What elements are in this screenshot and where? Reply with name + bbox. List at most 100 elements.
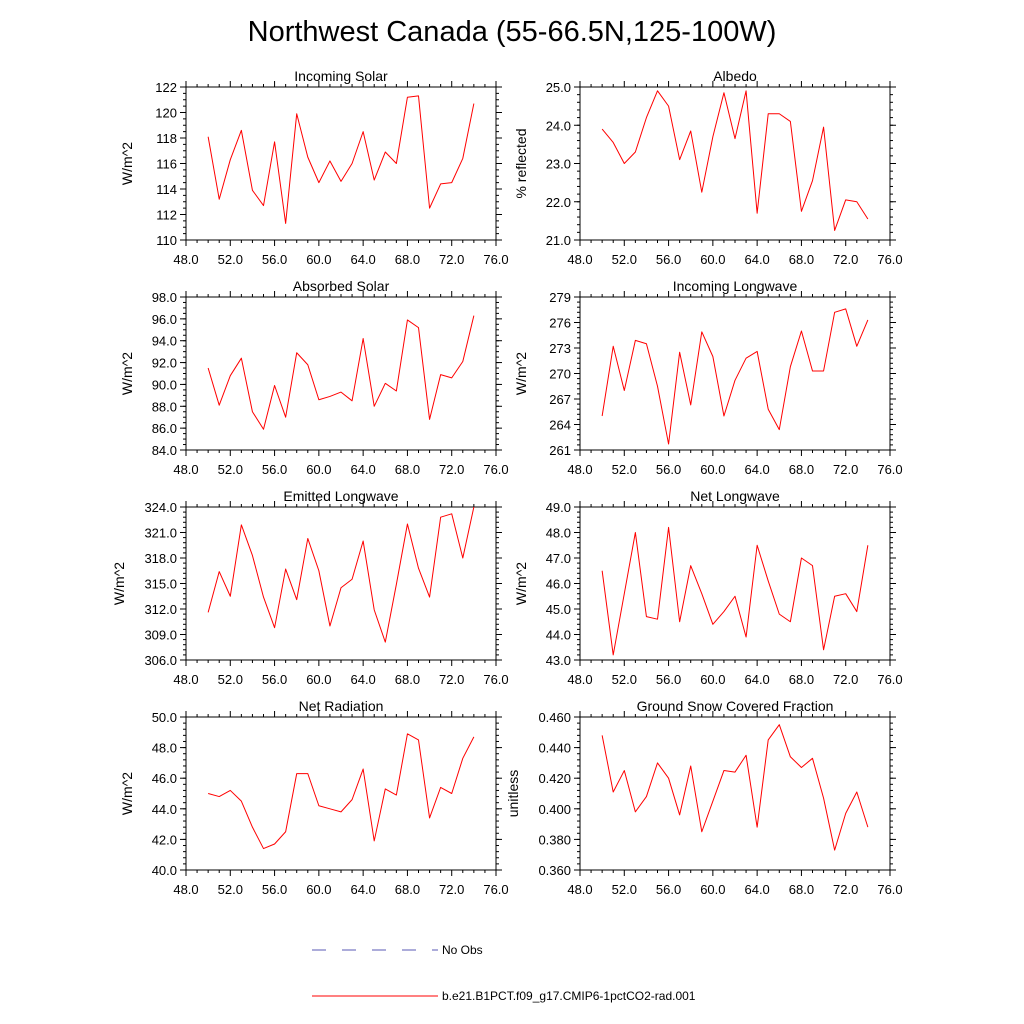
y-tick-label: 116 xyxy=(156,157,177,172)
x-tick-label: 48.0 xyxy=(567,462,592,477)
x-tick-label: 72.0 xyxy=(439,462,464,477)
y-tick-label: 318.0 xyxy=(144,551,177,566)
series-line-b-e21-b1pct-f09-g17-cmip6-1pctco2-rad-001 xyxy=(207,315,475,430)
x-tick-label: 48.0 xyxy=(173,672,198,687)
y-tick-label: 312.0 xyxy=(144,602,177,617)
legend-label: b.e21.B1PCT.f09_g17.CMIP6-1pctCO2-rad.00… xyxy=(442,989,696,1003)
x-tick-label: 56.0 xyxy=(262,462,287,477)
x-tick-label: 52.0 xyxy=(218,252,243,267)
plot-frame xyxy=(579,86,891,241)
x-tick-label: 72.0 xyxy=(833,882,858,897)
x-tick-label: 52.0 xyxy=(218,882,243,897)
figure-title: Northwest Canada (55-66.5N,125-100W) xyxy=(248,16,777,48)
y-axis-label: W/m^2 xyxy=(111,562,127,605)
y-tick-label: 25.0 xyxy=(546,80,571,95)
x-tick-label: 76.0 xyxy=(877,252,902,267)
legend-item: b.e21.B1PCT.f09_g17.CMIP6-1pctCO2-rad.00… xyxy=(312,989,696,1003)
y-tick-label: 46.0 xyxy=(546,577,571,592)
x-tick-label: 52.0 xyxy=(612,882,637,897)
y-tick-label: 49.0 xyxy=(546,500,571,515)
x-tick-label: 48.0 xyxy=(567,882,592,897)
x-tick-label: 60.0 xyxy=(700,252,725,267)
plot-frame xyxy=(185,716,497,871)
y-tick-label: 24.0 xyxy=(546,118,571,133)
y-tick-label: 0.460 xyxy=(538,710,571,725)
y-axis-label: W/m^2 xyxy=(119,772,135,815)
x-tick-label: 60.0 xyxy=(306,882,331,897)
plot-frame xyxy=(579,716,891,871)
x-tick-label: 64.0 xyxy=(744,252,769,267)
plot-frame xyxy=(185,296,497,451)
y-tick-label: 110 xyxy=(156,233,177,248)
x-tick-label: 64.0 xyxy=(350,882,375,897)
x-tick-label: 68.0 xyxy=(395,882,420,897)
y-tick-label: 84.0 xyxy=(152,443,177,458)
y-tick-label: 43.0 xyxy=(546,653,571,668)
y-tick-label: 0.360 xyxy=(538,863,571,878)
x-tick-label: 60.0 xyxy=(306,672,331,687)
y-axis-label: W/m^2 xyxy=(119,142,135,185)
x-tick-label: 60.0 xyxy=(306,462,331,477)
y-tick-label: 98.0 xyxy=(152,290,177,305)
panel-albedo: Albedo 48.0 52.0 56.0 60.0 64.0 68.0 72.0 76.0 21… xyxy=(513,68,903,267)
y-tick-label: 48.0 xyxy=(152,741,177,756)
x-tick-label: 52.0 xyxy=(612,252,637,267)
x-tick-label: 48.0 xyxy=(567,672,592,687)
x-tick-label: 68.0 xyxy=(789,462,814,477)
x-tick-label: 56.0 xyxy=(656,672,681,687)
panel-title: Incoming Longwave xyxy=(673,278,798,294)
x-tick-label: 48.0 xyxy=(567,252,592,267)
y-tick-label: 90.0 xyxy=(152,377,177,392)
x-tick-label: 52.0 xyxy=(218,672,243,687)
x-tick-label: 76.0 xyxy=(483,882,508,897)
y-tick-label: 42.0 xyxy=(152,832,177,847)
y-tick-label: 114 xyxy=(156,182,177,197)
panel-title: Albedo xyxy=(713,68,757,84)
y-tick-label: 44.0 xyxy=(152,802,177,817)
x-tick-label: 68.0 xyxy=(789,882,814,897)
legend-label: No Obs xyxy=(442,943,483,957)
y-tick-label: 306.0 xyxy=(144,653,177,668)
y-tick-label: 261 xyxy=(549,443,571,458)
x-tick-label: 60.0 xyxy=(306,252,331,267)
y-tick-label: 92.0 xyxy=(152,356,177,371)
x-tick-label: 68.0 xyxy=(789,252,814,267)
y-tick-label: 0.400 xyxy=(538,802,571,817)
x-tick-label: 72.0 xyxy=(439,252,464,267)
panel-title: Net Radiation xyxy=(299,698,384,714)
x-tick-label: 56.0 xyxy=(656,882,681,897)
x-tick-label: 64.0 xyxy=(744,462,769,477)
y-tick-label: 324.0 xyxy=(144,500,177,515)
series-line-b-e21-b1pct-f09-g17-cmip6-1pctco2-rad-001 xyxy=(207,506,475,643)
x-tick-label: 56.0 xyxy=(262,252,287,267)
x-tick-label: 68.0 xyxy=(395,252,420,267)
x-tick-label: 72.0 xyxy=(833,672,858,687)
y-tick-label: 112 xyxy=(156,208,177,223)
panel-title: Emitted Longwave xyxy=(283,488,398,504)
x-tick-label: 52.0 xyxy=(612,462,637,477)
x-tick-label: 76.0 xyxy=(483,672,508,687)
y-tick-label: 47.0 xyxy=(546,551,571,566)
x-tick-label: 68.0 xyxy=(395,672,420,687)
x-tick-label: 52.0 xyxy=(612,672,637,687)
y-tick-label: 0.380 xyxy=(538,832,571,847)
y-axis-label: W/m^2 xyxy=(513,562,529,605)
x-tick-label: 72.0 xyxy=(833,252,858,267)
x-tick-label: 56.0 xyxy=(262,882,287,897)
y-tick-label: 22.0 xyxy=(546,195,571,210)
x-tick-label: 72.0 xyxy=(833,462,858,477)
x-tick-label: 76.0 xyxy=(877,462,902,477)
y-tick-label: 45.0 xyxy=(546,602,571,617)
y-tick-label: 23.0 xyxy=(546,157,571,172)
series-line-b-e21-b1pct-f09-g17-cmip6-1pctco2-rad-001 xyxy=(601,724,869,851)
y-tick-label: 0.440 xyxy=(538,741,571,756)
y-tick-label: 118 xyxy=(156,131,177,146)
x-tick-label: 72.0 xyxy=(439,882,464,897)
y-tick-label: 96.0 xyxy=(152,312,177,327)
y-tick-label: 21.0 xyxy=(546,233,571,248)
x-tick-label: 64.0 xyxy=(350,252,375,267)
y-tick-label: 88.0 xyxy=(152,399,177,414)
y-tick-label: 264 xyxy=(549,418,571,433)
panel-title: Net Longwave xyxy=(690,488,780,504)
legend: No Obs b.e21.B1PCT.f09_g17.CMIP6-1pctCO2-… xyxy=(312,943,696,1003)
